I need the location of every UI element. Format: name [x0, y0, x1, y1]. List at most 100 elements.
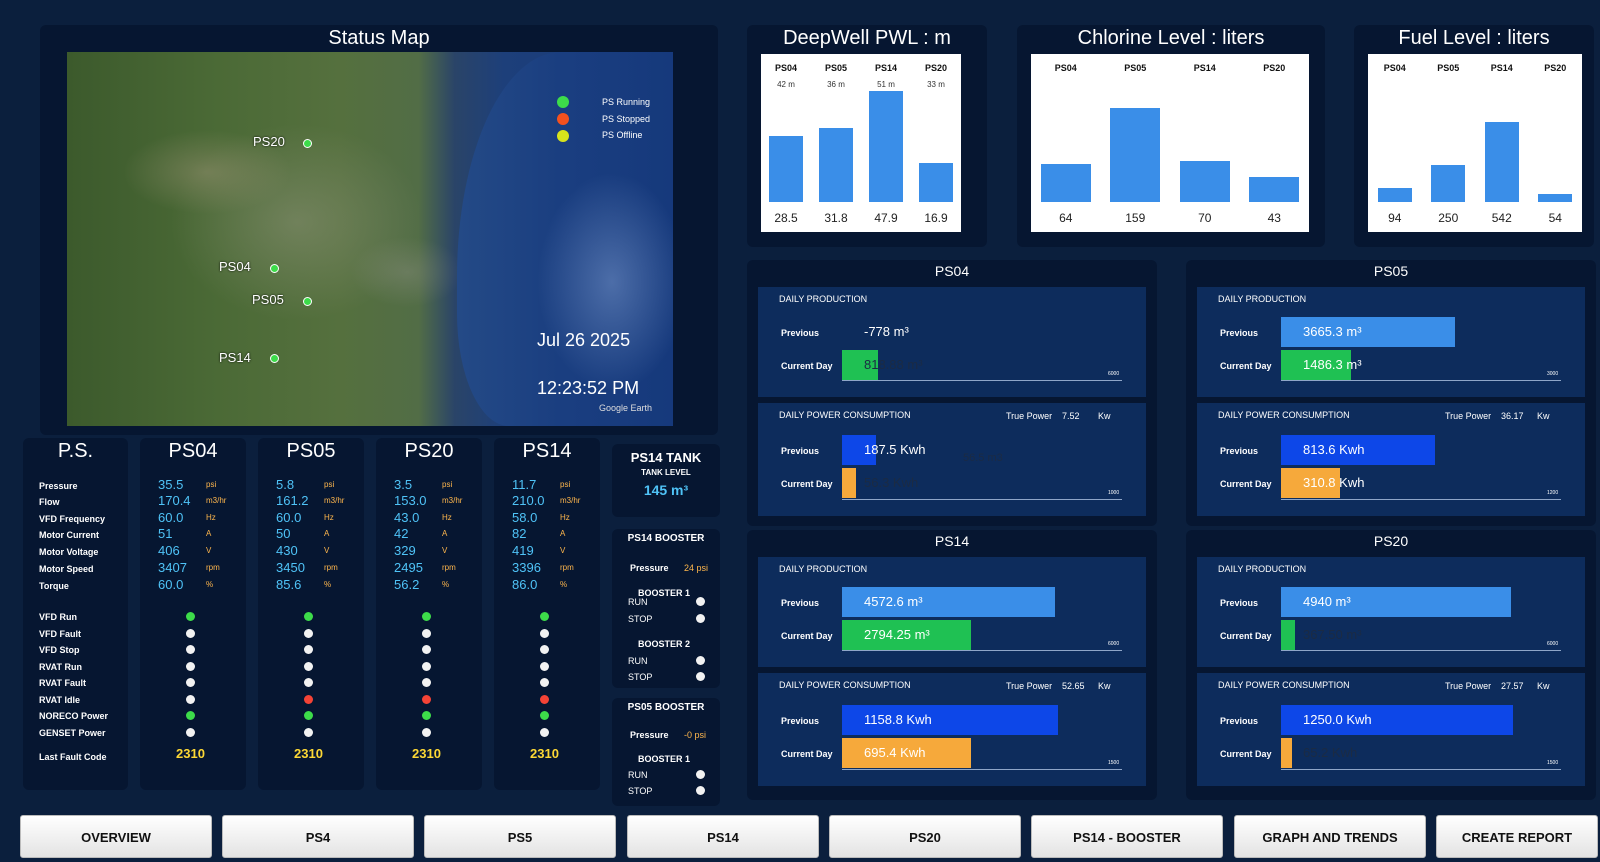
current-day-label: Current Day [1220, 361, 1272, 371]
station-value: 2495 [394, 560, 423, 575]
status-indicator [422, 662, 431, 671]
daily-production-label: DAILY PRODUCTION [1218, 294, 1307, 304]
station-column-ps20: PS20 3.5 psi 153.0 m3/hr 43.0 Hz 42 A 329 V 2495 rpm… [376, 438, 482, 790]
chart-plot-area: PS04 42 m 28.5 PS05 36 m 31.8 PS14 51 m 47.9 PS20… [761, 54, 961, 232]
station-value: 210.0 [512, 493, 545, 508]
station-unit: psi [442, 480, 453, 489]
previous-label: Previous [781, 716, 820, 726]
marker-ps05[interactable] [303, 297, 312, 306]
ps05-booster-pressure-label: Pressure [630, 730, 669, 740]
status-indicator [540, 612, 549, 621]
tank-title: PS14 TANK [630, 450, 702, 465]
nav-button-ps4[interactable]: PS4 [222, 815, 414, 858]
chart-category-label: PS20 [1544, 63, 1567, 73]
marker-ps04[interactable] [270, 264, 279, 273]
nav-button-overview[interactable]: OVERVIEW [20, 815, 212, 858]
chart-bar [1110, 108, 1161, 202]
station-value: 60.0 [276, 510, 302, 525]
station-value: 60.0 [158, 577, 184, 592]
chart-bar [819, 128, 853, 202]
previous-production-bar [1281, 317, 1455, 347]
power-baseline [1281, 769, 1561, 770]
status-label-6: NORECO Power [39, 711, 109, 721]
status-indicator [186, 728, 195, 737]
current-production-value: 2794.25 m³ [864, 627, 930, 642]
status-indicator [422, 711, 431, 720]
station-header: PS05 [286, 440, 336, 462]
nav-button-create-report[interactable]: CREATE REPORT [1436, 815, 1598, 858]
station-unit: A [324, 529, 330, 538]
chart-category-label: PS20 [1263, 63, 1286, 73]
legend-offline-dot [557, 130, 569, 142]
status-indicator [540, 728, 549, 737]
true-power-unit: Kw [1537, 681, 1550, 691]
status-label-5: RVAT Idle [39, 695, 81, 705]
power-scale: 1500 [1108, 760, 1120, 766]
last-fault-code: 2310 [412, 746, 441, 761]
station-column-ps04: PS04 35.5 psi 170.4 m3/hr 60.0 Hz 51 A 406 V 3407 rp… [140, 438, 246, 790]
station-value: 82 [512, 526, 527, 541]
production-baseline [842, 650, 1122, 651]
production-baseline [1281, 650, 1561, 651]
nav-button-ps20[interactable]: PS20 [829, 815, 1021, 858]
chart-category-label: PS05 [824, 63, 848, 73]
marker-ps14[interactable] [270, 354, 279, 363]
current-power-bar [842, 468, 856, 498]
production-scale: 6000 [1547, 641, 1559, 647]
station-value: 3.5 [394, 477, 413, 492]
power-scale: 1200 [1547, 490, 1559, 496]
production-panel-title: PS14 [934, 533, 970, 549]
previous-production-value: 4940 m³ [1303, 594, 1351, 609]
station-value: 11.7 [512, 477, 537, 492]
status-indicator [186, 612, 195, 621]
param-label-3: Motor Current [39, 530, 99, 540]
chart-plot-area: PS04 94 PS05 250 PS14 542 PS20 54 [1368, 54, 1582, 232]
station-value: 51 [158, 526, 173, 541]
previous-power-bar [1281, 435, 1435, 465]
map-label-ps14: PS14 [219, 350, 251, 365]
chart-value-label: 64 [1059, 211, 1073, 225]
station-unit: Hz [560, 513, 570, 522]
booster2-run-indicator [696, 656, 705, 665]
station-value: 153.0 [394, 493, 427, 508]
nav-button-ps14-booster[interactable]: PS14 - BOOSTER [1031, 815, 1223, 858]
previous-power-bar [1281, 705, 1514, 735]
production-baseline [842, 380, 1122, 381]
current-power-value: 56.3 Kwh [864, 475, 919, 490]
map-time: 12:23:52 PM [537, 378, 640, 398]
status-label-1: VFD Fault [39, 629, 81, 639]
daily-production-label: DAILY PRODUCTION [1218, 564, 1307, 574]
satellite-map[interactable]: PS20 PS04 PS05 PS14 PS Running PS Stoppe… [67, 52, 673, 426]
production-panel-ps14: PS14 DAILY PRODUCTION Previous Current Day 4… [747, 530, 1157, 800]
legend-stopped: PS Stopped [602, 114, 651, 124]
station-column-ps14: PS14 11.7 psi 210.0 m3/hr 58.0 Hz 82 A 419 V 3396 rp… [494, 438, 600, 790]
chart-value-label: 159 [1125, 211, 1146, 225]
previous-power-value: 813.6 Kwh [1303, 442, 1365, 457]
nav-button-graph-and-trends[interactable]: GRAPH AND TRENDS [1234, 815, 1426, 858]
ps14-booster-panel: PS14 BOOSTER Pressure 24 psi BOOSTER 1 R… [612, 529, 720, 688]
station-value: 50 [276, 526, 291, 541]
station-value: 60.0 [158, 510, 184, 525]
station-unit: % [206, 580, 214, 589]
production-panel-title: PS04 [934, 263, 970, 279]
current-production-bar [842, 350, 879, 380]
nav-button-ps5[interactable]: PS5 [424, 815, 616, 858]
status-map-panel: Status Map PS20 PS04 PS05 PS14 PS Runnin… [40, 25, 718, 435]
current-production-value: 1486.3 m³ [1303, 357, 1362, 372]
station-header: PS20 [404, 440, 454, 462]
daily-power-section: DAILY POWER CONSUMPTION True Power 27.57 Kw… [1197, 673, 1585, 786]
chart-value-label: 94 [1388, 211, 1402, 225]
chart-sub-label: 36 m [827, 80, 845, 89]
current-power-bar [1281, 738, 1293, 768]
status-label-3: RVAT Run [39, 662, 82, 672]
current-production-value: 818.88 m³ [864, 357, 923, 372]
marker-ps20[interactable] [303, 139, 312, 148]
nav-button-ps14[interactable]: PS14 [627, 815, 819, 858]
chart-value-label: 43 [1267, 211, 1281, 225]
current-production-bar [1281, 620, 1295, 650]
status-label-2: VFD Stop [39, 645, 80, 655]
map-date: Jul 26 2025 [537, 330, 631, 350]
current-power-value: 695.4 Kwh [864, 745, 926, 760]
param-label-4: Motor Voltage [39, 547, 99, 557]
map-label-ps04: PS04 [219, 259, 251, 274]
